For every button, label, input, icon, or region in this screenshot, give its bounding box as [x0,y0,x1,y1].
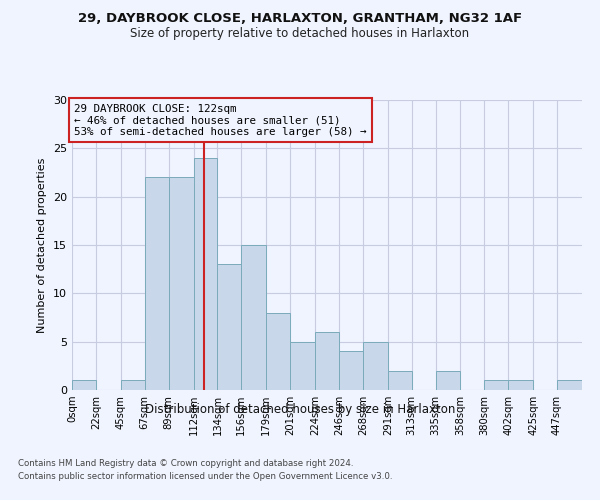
Text: 29, DAYBROOK CLOSE, HARLAXTON, GRANTHAM, NG32 1AF: 29, DAYBROOK CLOSE, HARLAXTON, GRANTHAM,… [78,12,522,26]
Y-axis label: Number of detached properties: Number of detached properties [37,158,47,332]
Bar [557,380,582,390]
Bar [169,178,194,390]
Text: Size of property relative to detached houses in Harlaxton: Size of property relative to detached ho… [130,28,470,40]
Bar [508,380,533,390]
Bar [363,342,388,390]
Text: Distribution of detached houses by size in Harlaxton: Distribution of detached houses by size … [145,402,455,415]
Bar [194,158,217,390]
Text: 29 DAYBROOK CLOSE: 122sqm
← 46% of detached houses are smaller (51)
53% of semi-: 29 DAYBROOK CLOSE: 122sqm ← 46% of detac… [74,104,367,137]
Bar [217,264,241,390]
Bar [339,352,363,390]
Bar [241,245,266,390]
Bar [388,370,412,390]
Bar [72,380,96,390]
Bar [266,312,290,390]
Text: Contains HM Land Registry data © Crown copyright and database right 2024.: Contains HM Land Registry data © Crown c… [18,458,353,468]
Bar [290,342,315,390]
Bar [436,370,460,390]
Bar [145,178,169,390]
Text: Contains public sector information licensed under the Open Government Licence v3: Contains public sector information licen… [18,472,392,481]
Bar [315,332,339,390]
Bar [484,380,508,390]
Bar [121,380,145,390]
